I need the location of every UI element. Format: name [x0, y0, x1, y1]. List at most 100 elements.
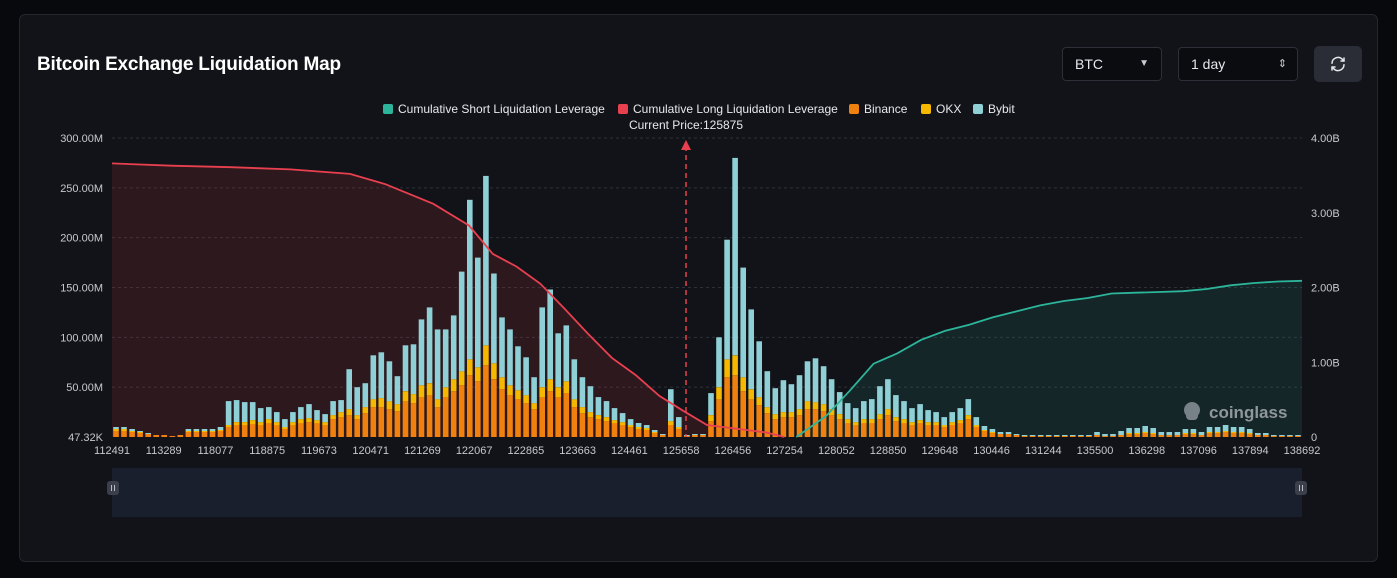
- bar-okx: [362, 407, 369, 414]
- bar-binance: [925, 425, 931, 437]
- bar-okx: [861, 419, 867, 424]
- bar-okx: [274, 422, 280, 426]
- bar-okx: [748, 389, 754, 400]
- bar-bybit: [1182, 429, 1189, 433]
- x-tick-label: 124461: [611, 445, 648, 457]
- bar-binance: [499, 389, 505, 437]
- bar-binance: [1126, 434, 1132, 437]
- bar-binance: [483, 365, 489, 437]
- bar-binance: [402, 401, 409, 437]
- bar-bybit: [820, 366, 827, 405]
- bar-binance: [113, 431, 119, 437]
- x-tick-label: 123663: [559, 445, 596, 457]
- current-price-arrow-icon: [681, 140, 691, 150]
- x-tick-label: 131244: [1025, 445, 1062, 457]
- short-liquidation-line: [795, 279, 1303, 438]
- bar-bybit: [1045, 435, 1052, 436]
- bar-bybit: [1053, 435, 1060, 436]
- y-right-tick-label: 3.00B: [1311, 208, 1340, 220]
- bar-binance: [603, 421, 610, 437]
- bar-binance: [997, 434, 1004, 437]
- bar-binance: [434, 407, 441, 437]
- bar-okx: [587, 412, 594, 418]
- bar-okx: [957, 420, 964, 424]
- y-right-tick-label: 1.00B: [1311, 357, 1340, 369]
- bar-binance: [555, 397, 561, 437]
- bar-okx: [121, 429, 127, 431]
- bar-binance: [225, 427, 232, 437]
- bar-binance: [933, 425, 939, 437]
- bar-binance: [169, 436, 176, 437]
- watermark-text: coinglass: [1209, 403, 1287, 422]
- x-tick-label: 130446: [973, 445, 1010, 457]
- bar-binance: [893, 421, 899, 437]
- x-tick-label: 128850: [870, 445, 907, 457]
- bar-bybit: [1142, 426, 1148, 432]
- x-tick-label: 118077: [198, 445, 234, 457]
- bar-okx: [442, 387, 449, 398]
- bar-bybit: [796, 375, 803, 410]
- bar-bybit: [1158, 432, 1165, 435]
- bar-binance: [442, 397, 449, 437]
- bar-okx: [579, 407, 586, 414]
- bar-binance: [724, 377, 730, 437]
- bar-binance: [1150, 434, 1156, 437]
- bar-binance: [266, 423, 272, 437]
- bar-binance: [740, 391, 746, 437]
- x-tick-label: 135500: [1077, 445, 1114, 457]
- watermark: coinglass: [1184, 402, 1287, 422]
- bar-bybit: [997, 432, 1004, 434]
- y-right-tick-label: 0: [1311, 432, 1317, 444]
- bar-okx: [668, 421, 674, 426]
- bar-binance: [129, 432, 135, 437]
- bar-okx: [651, 432, 658, 433]
- bar-okx: [330, 415, 336, 420]
- zoom-handle[interactable]: [1295, 481, 1307, 495]
- x-tick-label: 137894: [1232, 445, 1269, 457]
- period-select[interactable]: 1 day ⇕: [1178, 47, 1298, 81]
- coin-select-value: BTC: [1075, 56, 1103, 72]
- bar-binance: [507, 395, 513, 437]
- bar-okx: [619, 422, 626, 426]
- bar-bybit: [1255, 433, 1261, 435]
- refresh-icon: [1331, 56, 1345, 72]
- bar-okx: [1238, 432, 1245, 433]
- bar-binance: [909, 425, 915, 437]
- bar-bybit: [290, 412, 296, 423]
- x-tick-label: 122865: [508, 445, 545, 457]
- bar-binance: [692, 435, 698, 437]
- bar-binance: [418, 397, 425, 437]
- bar-bybit: [515, 346, 521, 391]
- legend-item: Cumulative Long Liquidation Leverage: [618, 102, 838, 116]
- bar-bybit: [651, 430, 658, 432]
- x-tick-label: 112491: [94, 445, 130, 457]
- bar-bybit: [756, 341, 762, 398]
- bar-okx: [1134, 433, 1140, 434]
- bar-okx: [941, 425, 947, 427]
- bar-binance: [394, 411, 401, 437]
- bar-binance: [901, 423, 907, 437]
- bar-binance: [426, 395, 433, 437]
- bar-binance: [780, 417, 787, 437]
- bar-bybit: [587, 386, 594, 413]
- bar-bybit: [354, 387, 360, 416]
- bar-bybit: [402, 345, 409, 392]
- bar-binance: [828, 415, 835, 437]
- zoom-handle[interactable]: [107, 481, 119, 495]
- bar-binance: [177, 435, 184, 437]
- legend-item: OKX: [921, 102, 961, 116]
- bar-bybit: [933, 412, 939, 423]
- bar-bybit: [386, 361, 393, 402]
- bar-bybit: [458, 271, 465, 372]
- refresh-button[interactable]: [1314, 46, 1362, 82]
- bar-bybit: [507, 329, 513, 386]
- bar-okx: [507, 385, 513, 396]
- bar-okx: [426, 383, 433, 396]
- bar-bybit: [129, 429, 135, 431]
- bar-bybit: [748, 309, 754, 390]
- bar-bybit: [1230, 427, 1237, 432]
- coin-select[interactable]: BTC ▼: [1062, 47, 1162, 81]
- bar-binance: [1102, 436, 1108, 437]
- bar-bybit: [772, 388, 779, 415]
